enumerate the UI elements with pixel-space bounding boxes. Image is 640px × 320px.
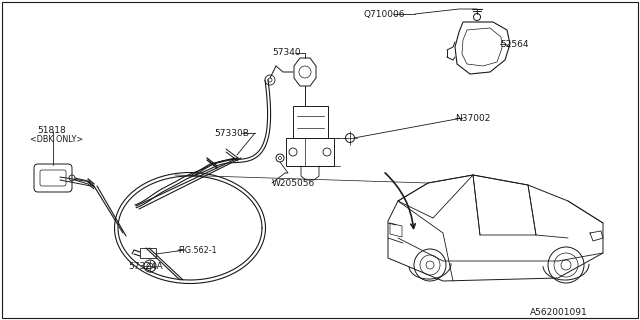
Text: 57340: 57340 bbox=[272, 48, 301, 57]
Bar bbox=[140, 248, 156, 258]
Text: N37002: N37002 bbox=[455, 114, 490, 123]
FancyArrowPatch shape bbox=[385, 173, 415, 228]
Bar bbox=[286, 138, 334, 166]
Text: 51818: 51818 bbox=[37, 126, 66, 135]
Text: Q710006: Q710006 bbox=[363, 10, 404, 19]
Text: 57324A: 57324A bbox=[128, 262, 163, 271]
Text: 57330B: 57330B bbox=[214, 129, 249, 138]
Text: W205056: W205056 bbox=[272, 179, 316, 188]
Text: 52564: 52564 bbox=[500, 40, 529, 49]
Text: <DBK ONLY>: <DBK ONLY> bbox=[30, 135, 83, 144]
Text: A562001091: A562001091 bbox=[530, 308, 588, 317]
Text: FIG.562-1: FIG.562-1 bbox=[178, 246, 216, 255]
Bar bbox=[293, 106, 328, 138]
